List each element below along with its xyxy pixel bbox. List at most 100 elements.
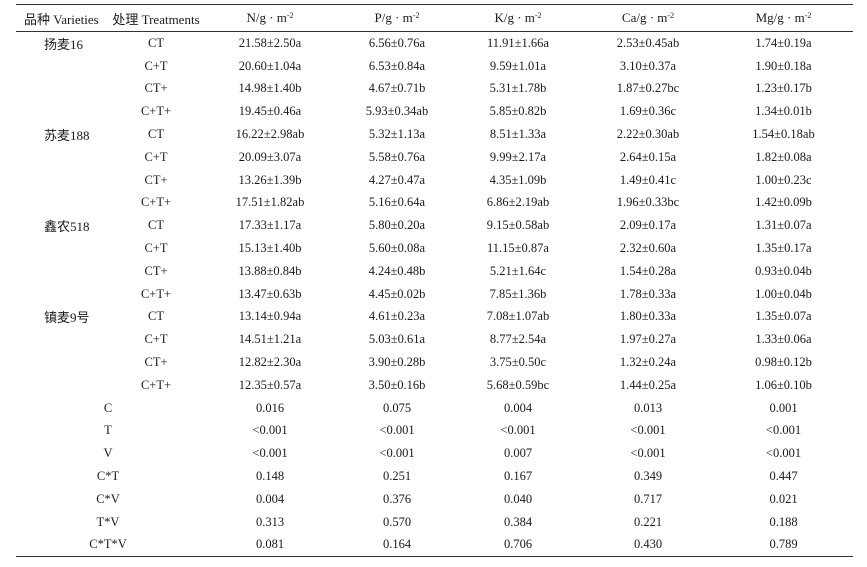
n-value-cell: 13.26±1.39b [238,172,302,187]
k-value-cell: 5.31±1.78b [489,81,547,96]
n-value-cell: 13.88±0.84b [238,263,302,278]
mg-value-cell: 1.23±0.17b [755,81,812,96]
ca-pvalue-cell: <0.001 [630,446,666,461]
n-value-cell: 13.47±0.63b [238,286,302,301]
n-value-cell: 12.82±2.30a [238,355,302,370]
treatment-cell: CT+ [144,172,168,187]
p-pvalue-cell: 0.376 [382,491,412,506]
data-table: 品种 Varieties 处理 Treatments N/g · m-2 P/g… [16,5,853,31]
ca-pvalue-cell: 0.717 [633,491,663,506]
mg-value-cell: 1.42±0.09b [755,195,812,210]
treatment-cell: C+T [144,241,168,256]
stats-factor-cell: T*V [96,514,120,529]
mg-value-cell: 1.06±0.10b [755,377,812,392]
mg-pvalue-cell: 0.001 [769,400,798,415]
ca-value-cell: 2.32±0.60a [619,241,677,256]
stats-row: C*V 0.004 0.376 0.040 0.717 0.021 [16,488,853,511]
n-value-cell: 13.14±0.94a [238,309,302,324]
header-p: P/g · m-2 [374,10,420,25]
ca-value-cell: 3.10±0.37a [619,58,677,73]
n-pvalue-cell: 0.081 [255,537,285,552]
table-row: C+T 20.09±3.07a 5.58±0.76a 9.99±2.17a 2.64±0… [16,146,853,169]
treatment-cell: C+T+ [140,104,172,119]
k-value-cell: 8.77±2.54a [489,332,547,347]
p-pvalue-cell: 0.570 [382,514,412,529]
treatment-cell: CT+ [144,355,168,370]
treatment-cell: CT [148,127,164,142]
mg-value-cell: 1.00±0.23c [755,172,812,187]
p-value-cell: 3.50±0.16b [368,377,426,392]
treatment-cell: CT [148,35,164,50]
variety-cell [16,146,112,169]
n-value-cell: 14.98±1.40b [238,81,302,96]
table-body: 扬麦16 CT 21.58±2.50a 6.56±0.76a 11.91±1.66a 2.… [16,32,853,556]
n-pvalue-cell: 0.313 [255,514,285,529]
header-treatment: 处理 Treatments [112,11,200,27]
n-value-cell: 14.51±1.21a [238,332,302,347]
k-value-cell: 5.21±1.64c [489,263,547,278]
mg-value-cell: 1.33±0.06a [755,332,812,347]
treatment-cell: C+T+ [140,195,172,210]
table-row: 镇麦9号 CT 13.14±0.94a 4.61±0.23a 7.08±1.07ab 1.… [16,306,853,329]
mg-value-cell: 1.00±0.04b [755,286,812,301]
mg-pvalue-cell: <0.001 [765,423,802,438]
header-k: K/g · m-2 [494,10,542,25]
p-value-cell: 4.67±0.71b [368,81,426,96]
data-table-body: 扬麦16 CT 21.58±2.50a 6.56±0.76a 11.91±1.66a 2.… [16,32,853,556]
ca-pvalue-cell: 0.349 [633,469,663,484]
table-row: 扬麦16 CT 21.58±2.50a 6.56±0.76a 11.91±1.66a 2.… [16,32,853,55]
n-value-cell: 17.51±1.82ab [235,195,305,210]
k-value-cell: 3.75±0.50c [489,355,547,370]
treatment-cell: C+T+ [140,286,172,301]
p-value-cell: 3.90±0.28b [368,355,426,370]
mg-pvalue-cell: 0.188 [769,514,798,529]
stats-row: T*V 0.313 0.570 0.384 0.221 0.188 [16,511,853,534]
stats-factor-cell: C*V [96,491,120,506]
stats-factor-cell: C*T [96,469,120,484]
n-value-cell: 20.60±1.04a [238,58,302,73]
table-row: C+T 15.13±1.40b 5.60±0.08a 11.15±0.87a 2.32±… [16,237,853,260]
stats-factor-cell: V [103,446,113,461]
variety-cell [16,328,112,351]
table-row: 苏麦188 CT 16.22±2.98ab 5.32±1.13a 8.51±1.33a 2… [16,123,853,146]
p-value-cell: 4.24±0.48b [368,263,426,278]
variety-cell [16,169,112,192]
p-value-cell: 5.93±0.34ab [365,104,429,119]
table-row: CT+ 14.98±1.40b 4.67±0.71b 5.31±1.78b 1.87±0… [16,78,853,101]
treatment-cell: C+T [144,149,168,164]
k-value-cell: 5.68±0.59bc [486,377,550,392]
header-n: N/g · m-2 [246,10,294,25]
table-row: C+T+ 13.47±0.63b 4.45±0.02b 7.85±1.36b 1.78±… [16,283,853,306]
treatment-cell: CT+ [144,263,168,278]
ca-pvalue-cell: 0.221 [633,514,663,529]
ca-value-cell: 1.78±0.33a [619,286,677,301]
k-pvalue-cell: 0.004 [503,400,533,415]
table-row: CT+ 13.26±1.39b 4.27±0.47a 4.35±1.09b 1.49±0… [16,169,853,192]
variety-cell: 扬麦16 [44,36,84,52]
ca-value-cell: 1.96±0.33bc [616,195,680,210]
p-value-cell: 6.56±0.76a [368,35,426,50]
k-pvalue-cell: 0.706 [503,537,533,552]
p-pvalue-cell: 0.075 [382,400,412,415]
variety-cell [16,78,112,101]
k-value-cell: 11.91±1.66a [487,35,549,50]
k-value-cell: 9.15±0.58ab [486,218,550,233]
n-pvalue-cell: 0.004 [255,491,285,506]
k-value-cell: 11.15±0.87a [487,241,549,256]
n-pvalue-cell: <0.001 [252,423,288,438]
p-value-cell: 5.80±0.20a [368,218,426,233]
mg-value-cell: 1.74±0.19a [755,35,812,50]
header-rule [16,31,853,32]
k-value-cell: 9.99±2.17a [489,149,547,164]
ca-value-cell: 1.97±0.27a [619,332,677,347]
variety-cell [16,351,112,374]
ca-value-cell: 2.53±0.45ab [616,35,680,50]
ca-pvalue-cell: 0.013 [633,400,663,415]
bottom-rule [16,556,853,558]
treatment-cell: CT [148,309,164,324]
p-value-cell: 5.03±0.61a [368,332,426,347]
p-pvalue-cell: 0.251 [382,469,412,484]
stats-row: V <0.001 <0.001 0.007 <0.001 <0.001 [16,442,853,465]
stats-row: C*T 0.148 0.251 0.167 0.349 0.447 [16,465,853,488]
variety-cell: 镇麦9号 [44,310,90,326]
